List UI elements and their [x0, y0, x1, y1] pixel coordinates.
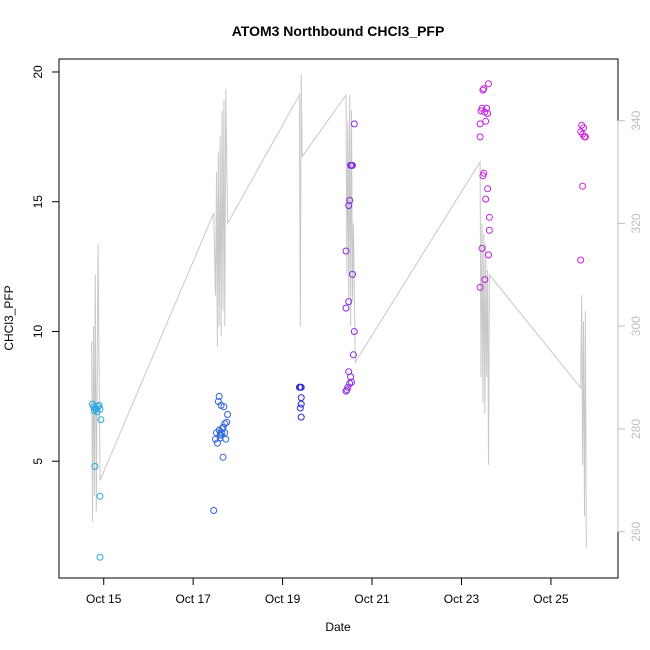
chart-title: ATOM3 Northbound CHCl3_PFP [232, 23, 445, 39]
x-tick-label: Oct 21 [354, 592, 390, 606]
y-tick-label: 15 [31, 195, 45, 209]
y2-tick-label: 260 [629, 521, 643, 541]
scatter-points [89, 80, 589, 561]
y-tick-label: 10 [31, 324, 45, 338]
data-point [96, 405, 104, 413]
data-point [223, 418, 231, 426]
data-point [479, 86, 487, 94]
data-point [91, 462, 99, 470]
y-axis-left: 5 10 15 20 [31, 65, 60, 465]
secondary-line-series [91, 74, 587, 548]
data-point [213, 439, 221, 447]
y-axis-label: CHCl3_PFP [2, 285, 16, 350]
y-tick-label: 5 [31, 458, 45, 465]
data-point [478, 244, 486, 252]
data-point [342, 387, 350, 395]
data-point [484, 110, 492, 117]
y2-tick-label: 320 [629, 213, 643, 233]
x-axis: Oct 15 Oct 17 Oct 19 Oct 21 Oct 23 Oct 25 [86, 577, 569, 606]
data-point [216, 430, 224, 438]
data-point [485, 213, 493, 221]
data-point [476, 283, 484, 291]
data-point [218, 429, 226, 437]
y-axis-right: 260 280 300 320 340 [617, 110, 643, 542]
x-tick-label: Oct 17 [175, 592, 211, 606]
data-point [579, 182, 587, 190]
y2-tick-label: 300 [629, 316, 643, 336]
data-point [485, 80, 492, 88]
data-point [347, 373, 355, 381]
data-point [344, 383, 352, 391]
data-point [297, 413, 305, 421]
y2-tick-label: 340 [629, 110, 643, 130]
data-point [297, 400, 305, 408]
data-point [296, 404, 304, 412]
data-point [297, 383, 305, 391]
data-point [342, 247, 350, 255]
x-axis-label: Date [325, 620, 351, 634]
data-point [345, 298, 353, 306]
x-tick-label: Oct 23 [444, 592, 480, 606]
data-point [219, 453, 227, 461]
data-point [222, 435, 230, 443]
data-point [212, 435, 219, 443]
data-point [581, 133, 589, 141]
y-tick-label: 20 [31, 65, 45, 79]
data-point [348, 378, 355, 386]
data-point [346, 379, 354, 387]
data-point [210, 507, 218, 514]
x-tick-label: Oct 19 [265, 592, 301, 606]
data-point [484, 185, 492, 193]
x-tick-label: Oct 25 [533, 592, 569, 606]
data-point [482, 117, 490, 125]
data-point [481, 276, 489, 284]
x-tick-label: Oct 15 [86, 592, 122, 606]
data-point [221, 420, 229, 428]
data-point [96, 553, 104, 561]
data-point [349, 270, 356, 278]
data-point [480, 169, 488, 177]
secondary-series-line [91, 74, 587, 548]
data-point [346, 196, 354, 204]
data-point [476, 133, 484, 141]
data-point [577, 256, 585, 264]
data-point [485, 251, 492, 259]
data-point [345, 202, 353, 210]
data-point [215, 392, 223, 400]
data-point [297, 394, 305, 402]
data-point [95, 401, 103, 409]
data-point [480, 85, 488, 93]
data-point [350, 328, 358, 335]
data-point [342, 304, 350, 312]
data-point [476, 120, 484, 128]
data-point [349, 351, 357, 359]
data-point [97, 416, 105, 424]
data-point [483, 104, 491, 112]
data-point [485, 226, 493, 234]
data-point [580, 124, 587, 132]
y2-tick-label: 280 [629, 419, 643, 439]
data-point [350, 120, 358, 128]
plot-area [58, 58, 619, 579]
data-point [96, 492, 104, 500]
data-point [220, 403, 228, 411]
data-point [349, 161, 356, 169]
data-point [224, 411, 232, 418]
data-point [482, 195, 490, 203]
